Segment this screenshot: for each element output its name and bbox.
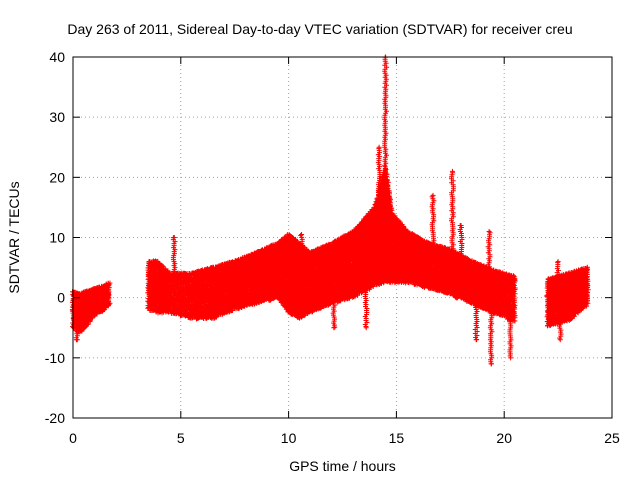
data-series [69,54,591,367]
data-point [106,297,112,303]
data-point [107,300,113,306]
data-point [106,282,112,288]
data-point [85,321,91,327]
data-point [106,301,112,307]
chart-title: Day 263 of 2011, Sidereal Day-to-day VTE… [67,21,572,37]
